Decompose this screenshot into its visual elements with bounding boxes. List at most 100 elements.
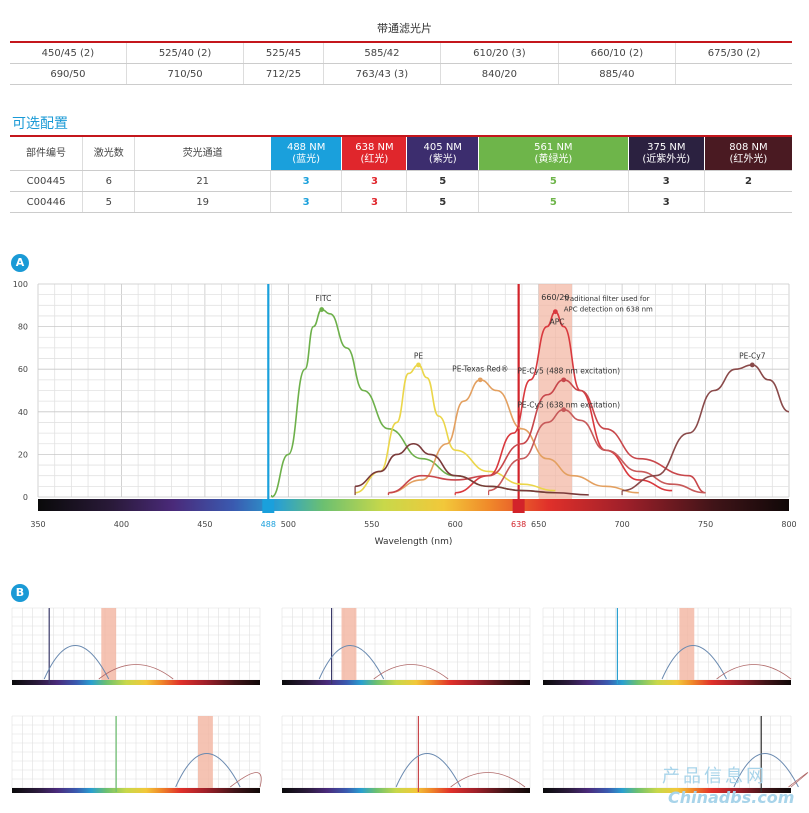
- config-cell-part: C00446: [10, 191, 83, 213]
- x-tick-label: 600: [448, 520, 463, 529]
- filter-band: [538, 284, 573, 511]
- thumbnail-chart: [542, 607, 792, 685]
- thumb-band: [198, 716, 213, 788]
- x-tick-label: 750: [698, 520, 713, 529]
- filters-title: 带通滤光片: [377, 22, 432, 35]
- filter-cell: 525/45: [243, 42, 324, 64]
- thumb-curve: [175, 753, 241, 788]
- channel-count-cell: 5: [478, 191, 629, 213]
- channel-count-cell: 3: [627, 170, 705, 192]
- config-header-cell: 部件编号: [10, 136, 83, 171]
- channel-count-cell: 3: [341, 170, 407, 192]
- filters-table: 450/45 (2) 525/40 (2) 525/45 585/42 610/20 (…: [10, 41, 792, 85]
- series-label-0: FITC: [315, 294, 331, 303]
- config-cell-channels: 19: [134, 191, 271, 213]
- x-tick-label: 500: [281, 520, 296, 529]
- laser-channel-header: 375 NM (近紫外光): [627, 136, 705, 171]
- thumb-curve: [318, 645, 385, 680]
- laser-tick-label: 488: [261, 520, 276, 529]
- laser-marker-488: [262, 499, 275, 513]
- series-peak-4: [561, 377, 567, 383]
- laser-wavelength: 561 NM: [534, 141, 573, 153]
- thumb-band: [101, 608, 117, 680]
- config-cell-part: C00445: [10, 170, 83, 192]
- thumb-spectrum: [543, 788, 791, 793]
- filter-cell: [675, 63, 792, 85]
- thumbnail-chart: [542, 715, 809, 793]
- x-axis-label: Wavelength (nm): [375, 537, 453, 547]
- config-cell-channels: 21: [134, 170, 271, 192]
- config-row: C00446 5 19 3 3 5 5 3: [10, 191, 792, 213]
- thumb-spectrum: [12, 788, 260, 793]
- filter-cell: 525/40 (2): [125, 42, 244, 64]
- panel-a-badge: A: [11, 254, 29, 272]
- thumbnail-chart: [11, 715, 262, 793]
- thumb-band: [341, 608, 357, 680]
- filter-cell: 763/43 (3): [322, 63, 441, 85]
- spectra-chart: 660/20 0 20 40 60 80 100 350 400 450 500 550 600 650 7…: [13, 280, 797, 547]
- filter-cell: 712/25: [243, 63, 324, 85]
- series-line-6: [355, 442, 589, 496]
- channel-count-cell: 3: [269, 191, 342, 213]
- filter-cell: 840/20: [440, 63, 559, 85]
- laser-wavelength: 375 NM: [647, 141, 686, 153]
- thumbnail-chart: [281, 715, 531, 793]
- thumb-curve: [43, 645, 110, 680]
- channel-count-cell: 5: [406, 170, 479, 192]
- laser-color-name: (红光): [360, 153, 389, 165]
- config-cell-lasers: 6: [82, 170, 135, 192]
- filter-cell: 675/30 (2): [675, 42, 792, 64]
- thumb-curve: [661, 645, 727, 680]
- thumb-curve: [716, 664, 792, 680]
- watermark-cn: 产品信息网: [662, 766, 767, 787]
- channel-count-cell: 5: [406, 191, 479, 213]
- filter-row: 690/50 710/50 712/25 763/43 (3) 840/20 885/40: [10, 63, 792, 85]
- laser-channel-header: 405 NM (紫光): [406, 136, 479, 171]
- y-tick-label: 20: [18, 450, 28, 459]
- grid: [37, 283, 790, 498]
- filter-row: 450/45 (2) 525/40 (2) 525/45 585/42 610/20 (…: [10, 42, 792, 64]
- channel-count-cell: 5: [478, 170, 629, 192]
- config-row: C00445 6 21 3 3 5 5 3 2: [10, 170, 792, 192]
- spectrum-bar: [38, 499, 789, 511]
- laser-channel-header: 561 NM (黄绿光): [478, 136, 629, 171]
- watermark-url: Chinadbs.com: [668, 788, 795, 807]
- filter-cell: 610/20 (3): [440, 42, 559, 64]
- thumbnail-chart: [11, 607, 261, 685]
- laser-wavelength: 405 NM: [423, 141, 462, 153]
- series-label-4: PE-Cy5 (488 nm excitation): [517, 366, 620, 375]
- laser-channel-header: 808 NM (红外光): [703, 136, 792, 171]
- series-label-1: PE: [414, 352, 424, 361]
- filter-cell: 450/45 (2): [10, 42, 127, 64]
- annotation-text: Traditional filter used for: [563, 295, 650, 303]
- thumb-curve: [373, 664, 449, 680]
- series-line-7: [622, 364, 790, 492]
- channel-count-cell: 3: [341, 191, 407, 213]
- series-peak-3: [552, 309, 558, 315]
- channel-count-cell: 3: [627, 191, 705, 213]
- thumb-spectrum: [12, 680, 260, 685]
- thumb-curve: [98, 664, 174, 680]
- channel-count-cell: 2: [703, 170, 792, 192]
- thumbnail-chart: [281, 607, 531, 685]
- annotation-text: APC detection on 638 nm: [564, 306, 653, 314]
- laser-color-name: (近紫外光): [642, 153, 691, 165]
- y-tick-label: 0: [23, 493, 28, 502]
- filter-cell: 660/10 (2): [557, 42, 676, 64]
- y-tick-label: 100: [13, 280, 28, 289]
- laser-wavelength: 638 NM: [355, 141, 394, 153]
- y-tick-label: 60: [18, 365, 28, 374]
- laser-tick-label: 638: [511, 520, 526, 529]
- config-header-cell: 荧光通道: [134, 136, 271, 171]
- thumb-spectrum: [543, 680, 791, 685]
- series-label-7: PE-Cy7: [739, 352, 766, 361]
- series-peak-1: [416, 362, 421, 368]
- channel-count-cell: 3: [269, 170, 342, 192]
- filter-cell: 690/50: [10, 63, 127, 85]
- panel-b-badge: B: [11, 584, 29, 602]
- thumb-curve: [395, 753, 462, 788]
- x-tick-label: 350: [30, 520, 45, 529]
- filter-band-label: 660/20: [541, 293, 569, 302]
- x-tick-label: 400: [114, 520, 129, 529]
- laser-wavelength: 808 NM: [729, 141, 768, 153]
